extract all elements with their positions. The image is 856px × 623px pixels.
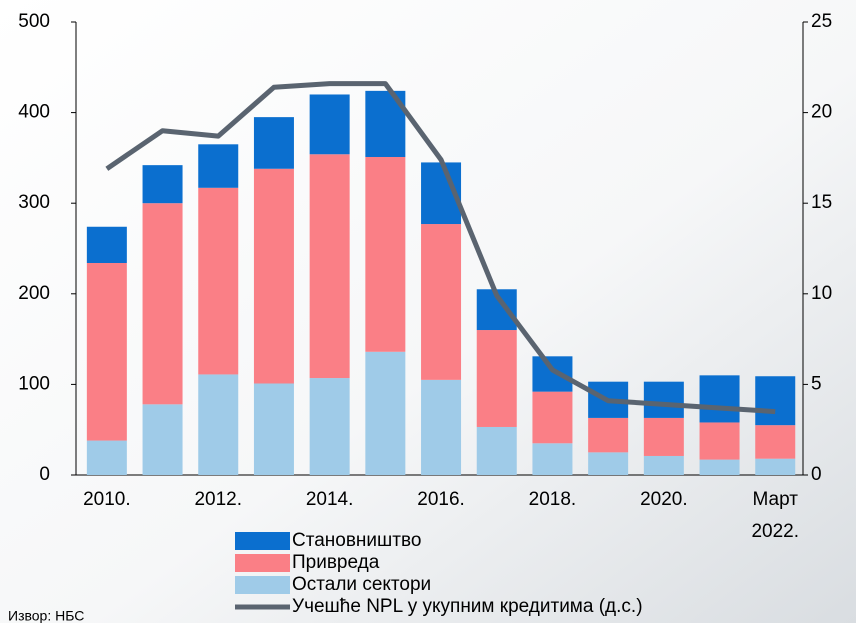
y-tick-label: 400 [18, 102, 50, 123]
chart: Извор: НБС 0 100 200 300 400 500 0 5 10 15 20 25 201… [0, 0, 856, 623]
bar-segment [87, 263, 127, 441]
bar-segment [198, 144, 238, 187]
x-tick-label: 2012. [194, 489, 242, 510]
bar-segment [143, 404, 183, 475]
y2-tick-label: 0 [811, 464, 822, 485]
bar-segment [588, 418, 628, 452]
bar-segment [198, 374, 238, 475]
bar-segment [532, 443, 572, 475]
y-tick-label: 200 [18, 283, 50, 304]
bar-segment [365, 157, 405, 352]
bar-segment [310, 94, 350, 154]
bar-segment [365, 352, 405, 475]
legend-label: Остали сектори [292, 574, 431, 595]
bar-segment [755, 376, 795, 425]
bar-segment [644, 456, 684, 475]
bar-segment [143, 203, 183, 404]
y-tick-label: 300 [18, 192, 50, 213]
x-tick-label: 2010. [83, 489, 131, 510]
source-note: Извор: НБС [8, 608, 84, 623]
bar-segment [700, 460, 740, 475]
x-tick-label: 2014. [306, 489, 354, 510]
bar-segment [700, 375, 740, 422]
legend-swatch [235, 554, 290, 572]
legend-label: Становништво [292, 530, 421, 551]
y2-tick-label: 5 [811, 373, 822, 394]
x-tick-label: 2016. [417, 489, 465, 510]
y-tick-label: 500 [18, 11, 50, 32]
y2-tick-label: 15 [811, 192, 832, 213]
y-tick-label: 100 [18, 373, 50, 394]
bar-segment [477, 330, 517, 427]
bar-segment [755, 425, 795, 459]
bar-segment [532, 356, 572, 391]
x-tick-label: 2020. [640, 489, 688, 510]
x-tick-label: 2018. [529, 489, 577, 510]
y2-tick-label: 20 [811, 102, 832, 123]
bar-segment [644, 382, 684, 418]
bar-segment [254, 383, 294, 475]
legend-swatch [235, 532, 290, 550]
bar-segment [700, 422, 740, 459]
bar-segment [87, 227, 127, 263]
bar-segment [254, 169, 294, 384]
bar-segment [421, 380, 461, 475]
bar-segment [254, 117, 294, 169]
bar-segment [87, 441, 127, 475]
bar-segment [421, 224, 461, 380]
legend-label: Учешће NPL у укупним кредитима (д.с.) [292, 596, 643, 617]
bar-segment [532, 392, 572, 444]
bar-segment [310, 154, 350, 378]
bar-segment [755, 459, 795, 475]
legend-swatch [235, 576, 290, 594]
y2-tick-label: 10 [811, 283, 832, 304]
bar-segment [198, 188, 238, 375]
y2-tick-label: 25 [811, 11, 832, 32]
bar-segment [310, 378, 350, 475]
bar-segment [644, 418, 684, 456]
bar-segment [143, 165, 183, 203]
y-tick-label: 0 [39, 464, 50, 485]
legend-label: Привреда [292, 552, 380, 573]
bar-segment [588, 452, 628, 475]
bar-segment [477, 427, 517, 475]
